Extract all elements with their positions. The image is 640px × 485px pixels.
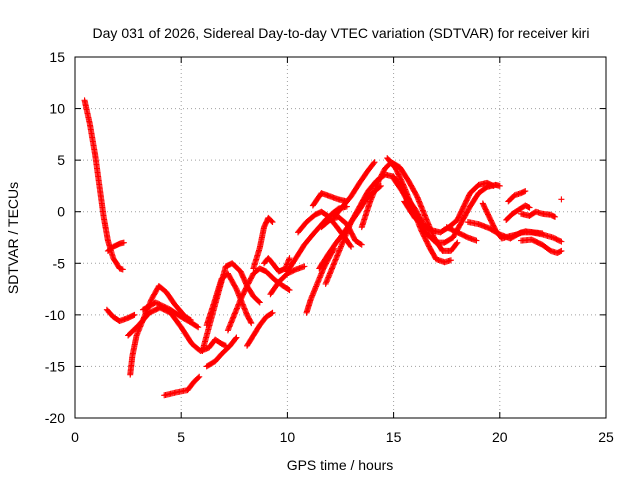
data-point xyxy=(348,243,355,250)
y-tick-label: 15 xyxy=(49,49,65,65)
x-tick-label: 25 xyxy=(598,429,614,445)
data-point xyxy=(301,263,308,270)
series-track-1 xyxy=(81,97,126,273)
x-tick-label: 20 xyxy=(492,429,508,445)
data-point xyxy=(496,182,503,189)
y-tick-label: -20 xyxy=(45,410,65,426)
series-track-24 xyxy=(358,159,461,254)
data-point xyxy=(453,240,460,247)
data-point xyxy=(232,335,239,342)
y-tick-label: 5 xyxy=(57,152,65,168)
series-track-31 xyxy=(505,188,529,205)
data-point xyxy=(256,299,263,306)
data-point xyxy=(195,324,202,331)
series-track-28 xyxy=(443,224,480,244)
data-point xyxy=(357,241,364,248)
data-point xyxy=(196,373,203,380)
y-tick-label: 10 xyxy=(49,101,65,117)
data-point xyxy=(454,239,461,246)
data-point xyxy=(255,298,262,305)
y-tick-label: 0 xyxy=(57,204,65,220)
y-tick-label: -5 xyxy=(53,255,66,271)
series-track-13 xyxy=(250,214,276,272)
y-tick-label: -10 xyxy=(45,307,65,323)
series-track-12 xyxy=(244,309,276,349)
y-tick-label: -15 xyxy=(45,358,65,374)
data-point xyxy=(119,266,126,273)
x-tick-label: 0 xyxy=(71,429,79,445)
data-point xyxy=(347,242,354,249)
data-point xyxy=(539,230,546,237)
chart-title: Day 031 of 2026, Sidereal Day-to-day VTE… xyxy=(93,25,590,41)
series-track-29 xyxy=(464,219,565,245)
data-point xyxy=(268,218,275,225)
data-point xyxy=(371,159,378,166)
axis-ticks: 0 5 10 15 20 25 -20 -15 -10 -5 0 5 10 15 xyxy=(45,49,614,445)
data-point xyxy=(370,160,377,167)
series-track-10 xyxy=(203,334,240,370)
series-track-7 xyxy=(161,373,203,399)
x-tick-label: 15 xyxy=(386,429,402,445)
data-point xyxy=(522,188,529,195)
data-point xyxy=(558,247,565,254)
data-point xyxy=(269,309,276,316)
data-point xyxy=(473,237,480,244)
series-track-21 xyxy=(318,213,365,248)
series-track-18 xyxy=(303,245,338,316)
data-point xyxy=(526,204,533,211)
data-point xyxy=(557,238,564,245)
data-point xyxy=(131,311,138,318)
data-point xyxy=(558,238,565,245)
data-point xyxy=(552,213,559,220)
series-track-3 xyxy=(103,306,138,325)
x-tick-label: 10 xyxy=(280,429,296,445)
y-axis-label: SDTVAR / TECUs xyxy=(5,182,21,294)
series-track-23 xyxy=(331,159,378,220)
series-track-22 xyxy=(309,190,350,209)
data-point xyxy=(268,310,275,317)
series-track-2 xyxy=(104,239,127,254)
data-points xyxy=(81,97,565,399)
series-track-9 xyxy=(203,270,255,329)
data-point xyxy=(194,323,201,330)
data-point xyxy=(247,318,254,325)
plot-frame xyxy=(74,56,607,419)
data-point xyxy=(558,196,565,203)
data-point xyxy=(285,286,292,293)
data-point xyxy=(286,287,293,294)
series-track-32 xyxy=(503,202,533,223)
series-track-34 xyxy=(518,236,565,256)
series-track-6 xyxy=(139,299,202,331)
data-point xyxy=(286,255,293,262)
series-track-30 xyxy=(479,200,546,242)
data-point xyxy=(120,239,127,246)
data-point xyxy=(195,374,202,381)
data-point xyxy=(233,334,240,341)
series-track-33 xyxy=(518,208,559,220)
x-tick-label: 5 xyxy=(177,429,185,445)
series-track-35 xyxy=(558,196,565,203)
data-point xyxy=(358,241,365,248)
x-axis-label: GPS time / hours xyxy=(287,457,394,473)
series-track-27 xyxy=(390,175,503,246)
data-point xyxy=(248,320,255,327)
data-point xyxy=(447,257,454,264)
series-track-15 xyxy=(267,263,308,298)
data-point xyxy=(269,219,276,226)
grid-lines xyxy=(75,57,606,418)
